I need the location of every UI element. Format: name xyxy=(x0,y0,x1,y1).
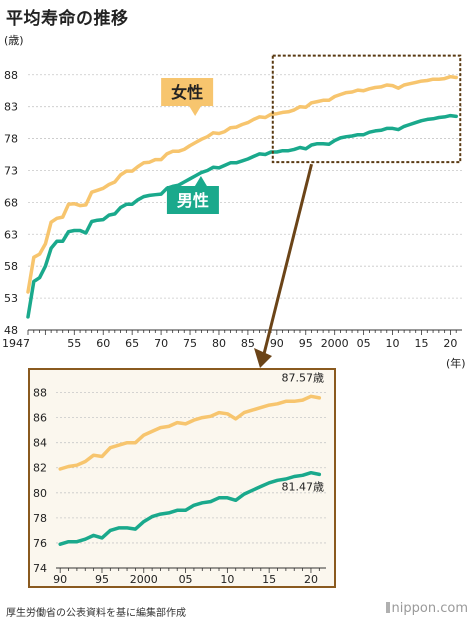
x-tick-label: 05 xyxy=(357,337,371,350)
female-series-label-box xyxy=(161,78,214,106)
brand-mark-icon xyxy=(385,602,390,613)
y-tick-label: 78 xyxy=(4,133,18,146)
inset-y-tick-label: 74 xyxy=(33,562,47,575)
x-tick-label: 10 xyxy=(386,337,400,350)
zoom-arrow-shaft xyxy=(262,163,314,355)
y-tick-label: 88 xyxy=(4,69,18,82)
x-axis-unit-label: (年) xyxy=(446,356,466,370)
inset-series-line-male xyxy=(58,470,322,546)
inset-y-tick-label: 88 xyxy=(33,387,47,400)
inset-y-tick-label: 84 xyxy=(33,437,47,450)
inset-female-end-label: 87.57歳 xyxy=(282,371,325,384)
x-tick-label: 55 xyxy=(67,337,81,350)
x-tick-label: 15 xyxy=(414,337,428,350)
brand-text: nippon.com xyxy=(391,601,468,616)
inset-x-tick-label: 90 xyxy=(53,573,67,586)
inset-y-tick-label: 82 xyxy=(33,462,47,475)
y-tick-label: 53 xyxy=(4,292,18,305)
x-tick-label: 80 xyxy=(212,337,226,350)
x-tick-label: 20 xyxy=(443,337,457,350)
inset-male-end-label: 81.47歳 xyxy=(282,480,325,493)
inset-x-tick-label: 95 xyxy=(95,573,109,586)
x-tick-label: 70 xyxy=(154,337,168,350)
inset-x-tick-label: 05 xyxy=(179,573,193,586)
y-tick-label: 68 xyxy=(4,196,18,209)
x-tick-label: 60 xyxy=(96,337,110,350)
x-tick-label: 95 xyxy=(299,337,313,350)
inset-x-tick-label: 15 xyxy=(262,573,276,586)
zoom-highlight-frame xyxy=(271,54,462,164)
y-axis-unit-label: (歳) xyxy=(4,34,24,47)
y-tick-label: 83 xyxy=(4,101,18,114)
y-tick-label: 48 xyxy=(4,324,18,337)
male-series-label-tail xyxy=(194,176,207,186)
zoom-arrow-head xyxy=(254,348,272,368)
x-tick-label: 2000 xyxy=(321,337,349,350)
y-tick-label: 63 xyxy=(4,228,18,241)
inset-y-tick-label: 76 xyxy=(33,537,47,550)
inset-x-tick-label: 10 xyxy=(220,573,234,586)
y-tick-label: 73 xyxy=(4,164,18,177)
inset-y-tick-label: 78 xyxy=(33,512,47,525)
female-series-label-tail xyxy=(189,106,202,116)
x-tick-label: 65 xyxy=(125,337,139,350)
inset-y-tick-label: 86 xyxy=(33,412,47,425)
inset-x-tick-label: 20 xyxy=(304,573,318,586)
female-series-label-text: 女性 xyxy=(171,83,203,102)
series-line-female xyxy=(26,74,458,294)
inset-series-line-female xyxy=(58,394,322,471)
page-title: 平均寿命の推移 xyxy=(6,9,129,29)
inset-chart-frame: 74 76 78 80 82 84 86 88 90 95 2000 05 10 15 20 87.57歳 81… xyxy=(28,368,336,588)
male-series-label-box xyxy=(166,186,219,214)
series-line-male xyxy=(26,113,458,319)
male-series-label-text: 男性 xyxy=(177,191,209,210)
x-tick-label: 1947 xyxy=(2,337,30,350)
x-tick-label: 85 xyxy=(241,337,255,350)
y-tick-label: 58 xyxy=(4,260,18,273)
source-note: 厚生労働省の公表資料を基に編集部作成 xyxy=(6,608,186,619)
inset-line-chart: 74 76 78 80 82 84 86 88 90 95 2000 05 10 15 20 87.57歳 81… xyxy=(33,371,326,586)
male-series-label: 男性 xyxy=(166,176,219,214)
brand-logo: nippon.com xyxy=(385,601,468,616)
inset-y-tick-label: 80 xyxy=(33,487,47,500)
x-tick-label: 90 xyxy=(270,337,284,350)
female-series-label: 女性 xyxy=(161,78,214,116)
inset-x-tick-label: 2000 xyxy=(130,573,158,586)
x-tick-label: 75 xyxy=(183,337,197,350)
